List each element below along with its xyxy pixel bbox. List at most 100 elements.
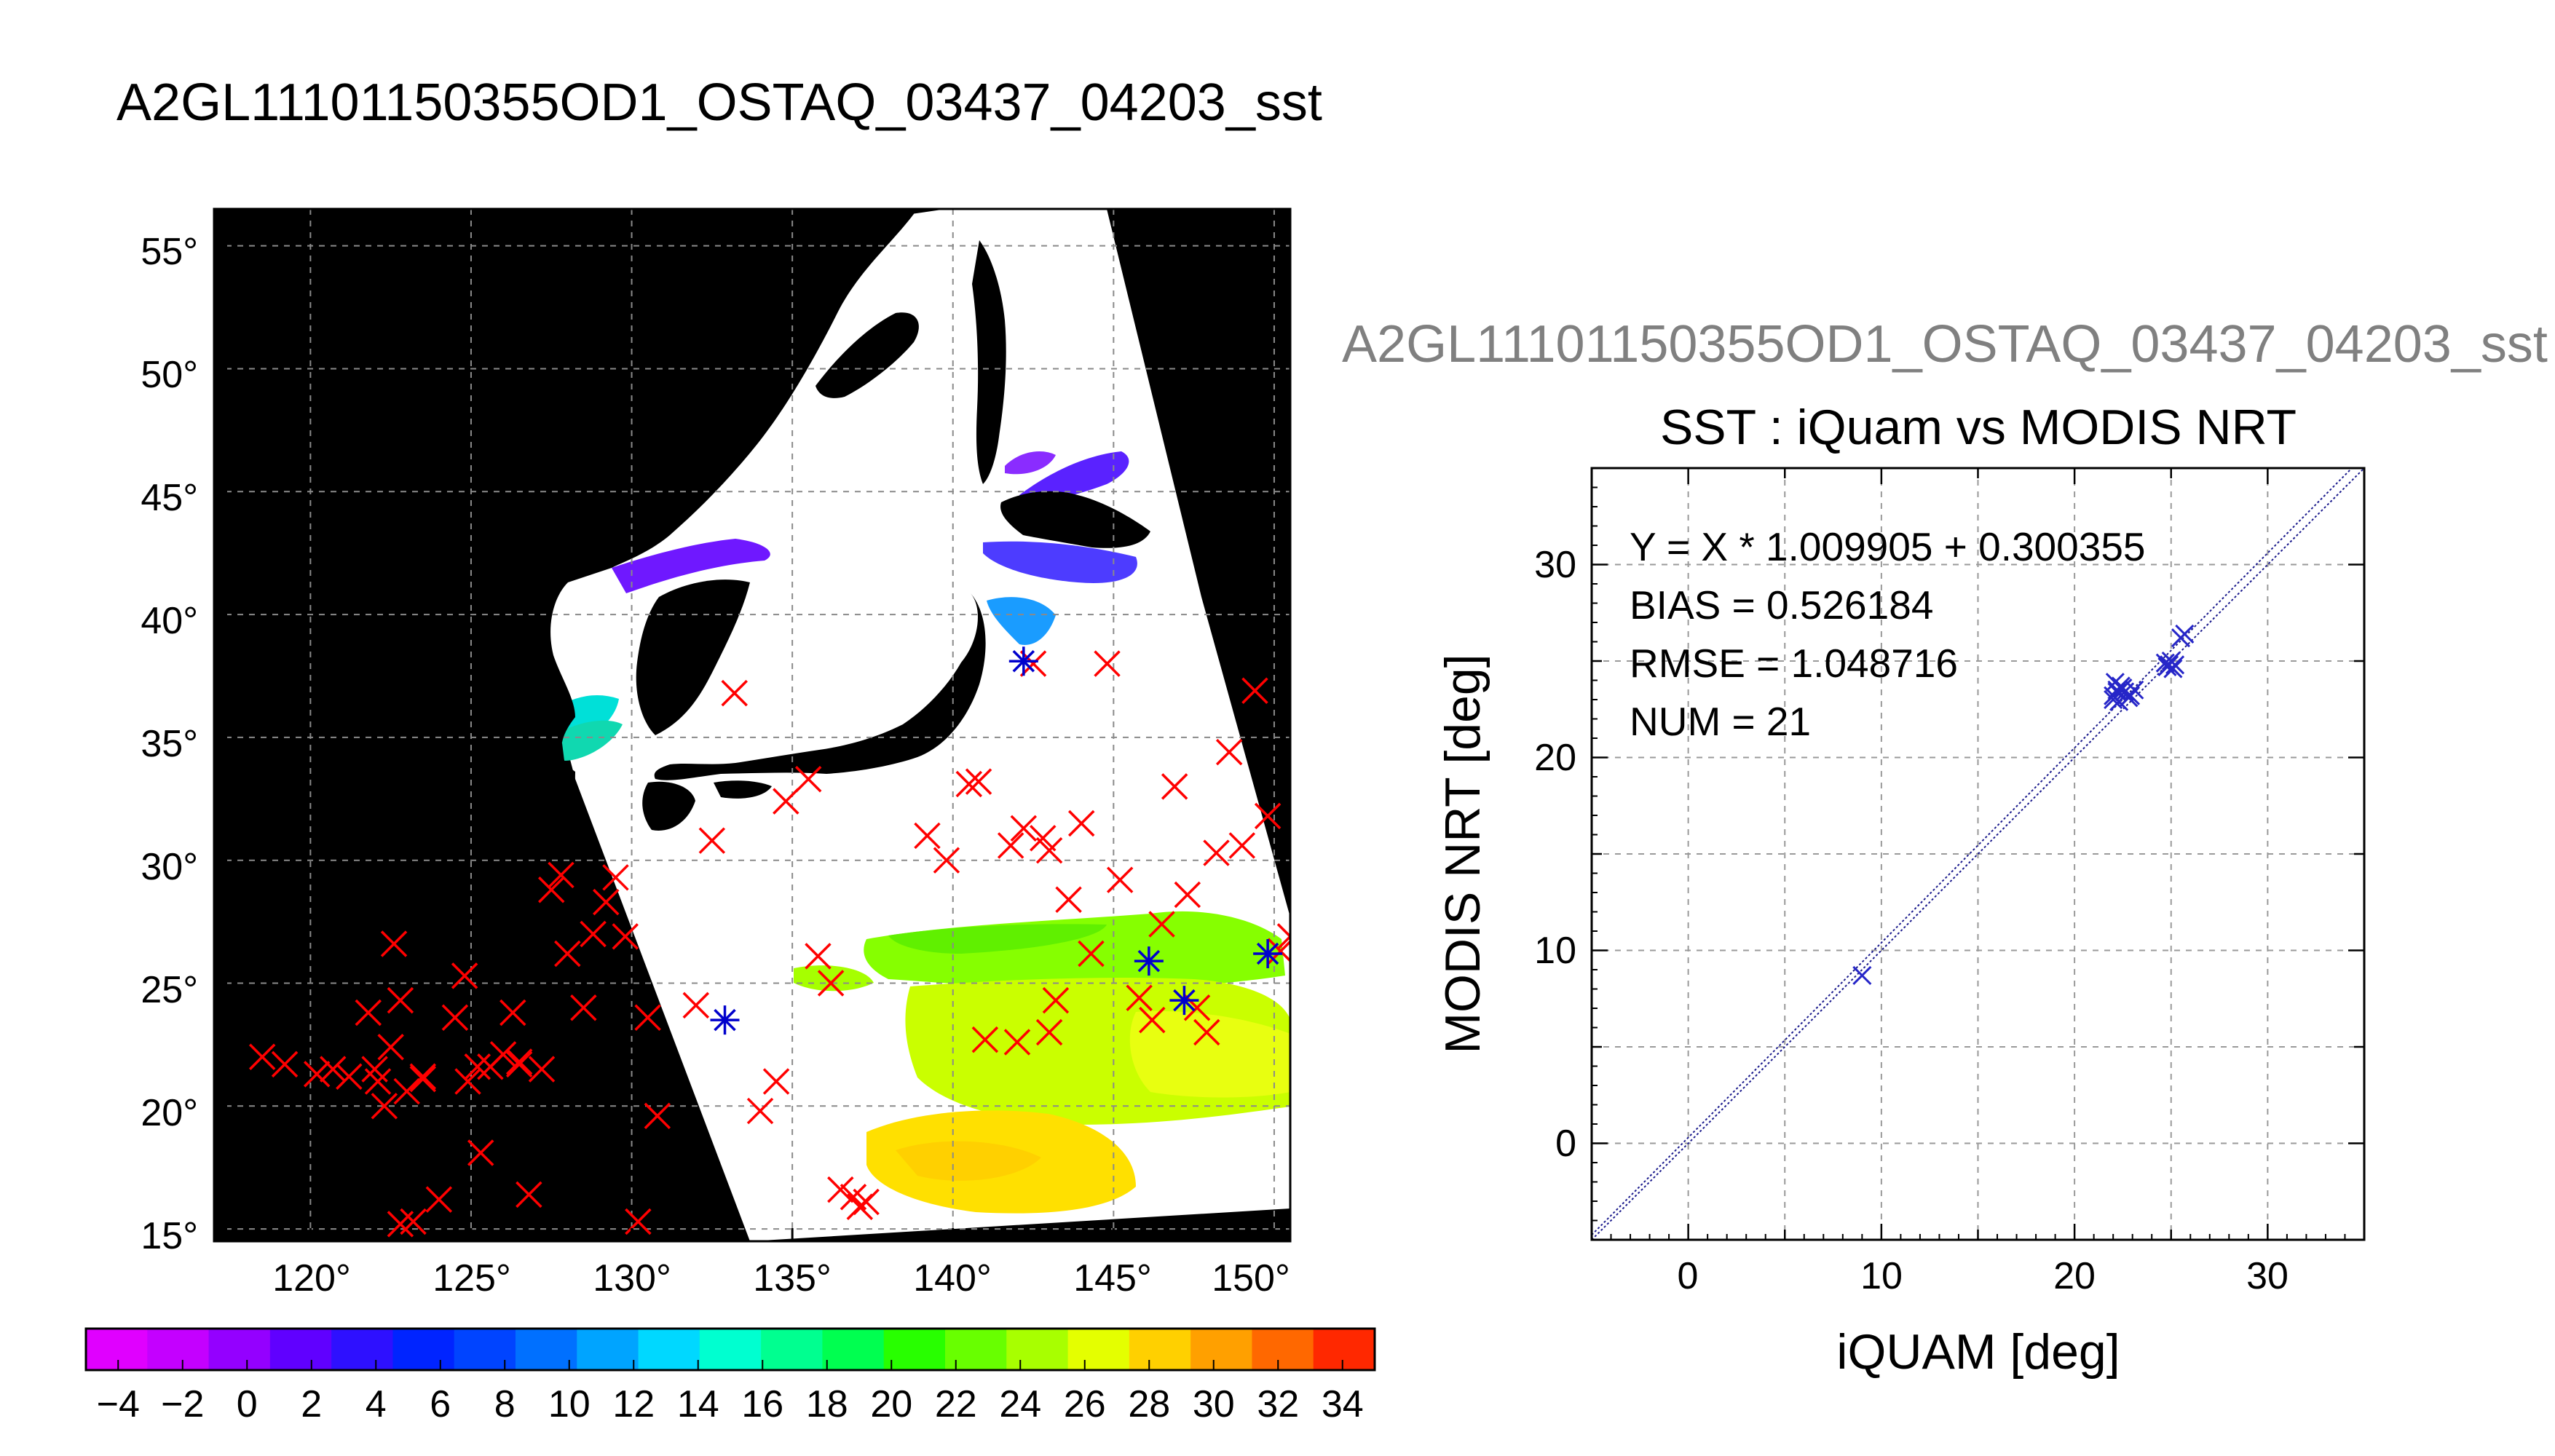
iquam-station-marker bbox=[593, 888, 620, 916]
colorbar-swatch bbox=[147, 1329, 210, 1370]
map-tick-marks bbox=[214, 245, 1276, 1241]
iquam-station-marker bbox=[1003, 1029, 1031, 1056]
colorbar-tick-label: 14 bbox=[677, 1383, 719, 1425]
colorbar-swatch bbox=[1067, 1329, 1130, 1370]
iquam-station-marker bbox=[1010, 815, 1038, 842]
scatter-point bbox=[2165, 655, 2185, 675]
colorbar-tick-label: 10 bbox=[548, 1383, 591, 1425]
iquam-station-marker bbox=[1030, 825, 1057, 852]
iquam-station-marker bbox=[409, 1065, 437, 1093]
colorbar-swatch bbox=[392, 1329, 455, 1370]
iquam-station-marker bbox=[1203, 839, 1230, 866]
iquam-station-marker bbox=[400, 1208, 427, 1235]
colorbar-swatch bbox=[1252, 1329, 1314, 1370]
fit-lines bbox=[1592, 468, 2364, 1240]
lat-label: 20° bbox=[141, 1092, 198, 1134]
iquam-station-marker bbox=[355, 999, 382, 1026]
iquam-station-marker bbox=[1148, 911, 1175, 938]
lon-label: 140° bbox=[913, 1257, 992, 1299]
iquam-station-marker bbox=[570, 994, 597, 1021]
land-kyushu bbox=[642, 781, 695, 831]
colorbar-swatch bbox=[454, 1329, 516, 1370]
scatter-plot-title: SST : iQuam vs MODIS NRT bbox=[1660, 400, 2297, 455]
iquam-station-marker bbox=[1019, 650, 1047, 677]
scatter-point bbox=[2107, 682, 2127, 702]
iquam-station-marker bbox=[528, 1056, 556, 1083]
colorbar-tick-label: 6 bbox=[430, 1383, 451, 1425]
iquam-station-marker bbox=[997, 832, 1024, 859]
iquam-station-marker bbox=[827, 1176, 854, 1203]
matched-station-marker bbox=[1008, 646, 1038, 676]
iquam-station-marker bbox=[1067, 810, 1095, 837]
colorbar-swatch bbox=[822, 1329, 885, 1370]
land-primorye bbox=[816, 312, 919, 398]
colorbar-frame bbox=[84, 1327, 1376, 1372]
num-value: NUM = 21 bbox=[1630, 699, 1811, 744]
scatter-point bbox=[1852, 965, 1872, 986]
page-title: A2GL11101150355OD1_OSTAQ_03437_04203_sst bbox=[117, 74, 1322, 132]
iquam-station-marker bbox=[1161, 773, 1188, 800]
lat-label: 50° bbox=[141, 354, 198, 396]
iquam-station-marker bbox=[1035, 1018, 1063, 1046]
colorbar-tick-label: 8 bbox=[494, 1383, 516, 1425]
iquam-station-marker bbox=[762, 1068, 790, 1095]
lon-label: 125° bbox=[433, 1257, 511, 1299]
colorbar-tick-label: 20 bbox=[870, 1383, 912, 1425]
iquam-station-marker bbox=[1094, 650, 1121, 677]
iquam-station-marker bbox=[454, 1068, 481, 1095]
colorbar-tick-label: 4 bbox=[366, 1383, 387, 1425]
iquam-station-marker bbox=[371, 1093, 398, 1120]
scatter-point bbox=[2119, 688, 2139, 708]
iquam-station-marker bbox=[1078, 940, 1105, 968]
colorbar-swatch bbox=[269, 1329, 332, 1370]
iquam-station-marker bbox=[409, 1063, 437, 1091]
lon-label: 130° bbox=[593, 1257, 671, 1299]
iquam-station-marker bbox=[451, 962, 478, 989]
iquam-station-marker bbox=[634, 1004, 661, 1032]
iquam-station-marker bbox=[1035, 836, 1063, 864]
longitude-labels: 120° 125° 130° 135° 140° 145° 150° bbox=[272, 1257, 1290, 1299]
iquam-station-marker bbox=[602, 864, 629, 891]
lon-label: 150° bbox=[1212, 1257, 1290, 1299]
colorbar-swatch bbox=[208, 1329, 271, 1370]
lat-label: 45° bbox=[141, 477, 198, 519]
iquam-station-marker bbox=[612, 923, 639, 950]
y-tick-label: 20 bbox=[1534, 737, 1576, 779]
map-gridlines bbox=[214, 209, 1290, 1241]
scatter-point bbox=[2171, 628, 2191, 648]
y-tick-label: 30 bbox=[1534, 544, 1576, 586]
colorbar-tick-label: 16 bbox=[741, 1383, 783, 1425]
latitude-labels: 55° 50° 45° 40° 35° 30° 25° 20° 15° bbox=[141, 231, 198, 1257]
x-tick-label: 20 bbox=[2053, 1255, 2096, 1297]
y-tick-label: 10 bbox=[1534, 930, 1576, 972]
iquam-station-marker bbox=[538, 876, 565, 903]
iquam-station-marker bbox=[965, 768, 992, 795]
colorbar-tick-label: 22 bbox=[935, 1383, 977, 1425]
scatter-y-axis-label: MODIS NRT [deg] bbox=[1435, 654, 1490, 1053]
iquam-station-marker bbox=[441, 1004, 469, 1032]
colorbar-swatch bbox=[331, 1329, 394, 1370]
stats-box: Y = X * 1.009905 + 0.300355 BIAS = 0.526… bbox=[1630, 524, 2146, 744]
colorbar-tick-label: 34 bbox=[1322, 1383, 1364, 1425]
scatter-panel: SST : iQuam vs MODIS NRT Y = X * 1.00990… bbox=[1435, 400, 2366, 1380]
iquam-station-marker bbox=[248, 1043, 276, 1071]
colorbar-tick-label: −4 bbox=[97, 1383, 140, 1425]
colorbar-swatch bbox=[699, 1329, 762, 1370]
matched-station-marker bbox=[710, 1005, 740, 1035]
colorbar-tick-label: 0 bbox=[237, 1383, 258, 1425]
land-shikoku bbox=[714, 780, 772, 799]
colorbar-swatch bbox=[1129, 1329, 1191, 1370]
iquam-station-marker bbox=[387, 986, 414, 1014]
matched-station-marker bbox=[1169, 986, 1199, 1016]
colorbar-swatch bbox=[1006, 1329, 1069, 1370]
iquam-station-marker bbox=[1055, 886, 1082, 913]
colorbar-swatch bbox=[1313, 1329, 1375, 1370]
iquam-station-marker bbox=[914, 822, 941, 850]
iquam-station-marker bbox=[1276, 923, 1290, 950]
iquam-station-marker bbox=[516, 1181, 542, 1208]
colorbar-swatch bbox=[883, 1329, 946, 1370]
matched-station-marker bbox=[1253, 938, 1283, 968]
lon-label: 145° bbox=[1073, 1257, 1152, 1299]
iquam-station-marker bbox=[721, 679, 748, 707]
iquam-station-marker bbox=[271, 1051, 299, 1078]
